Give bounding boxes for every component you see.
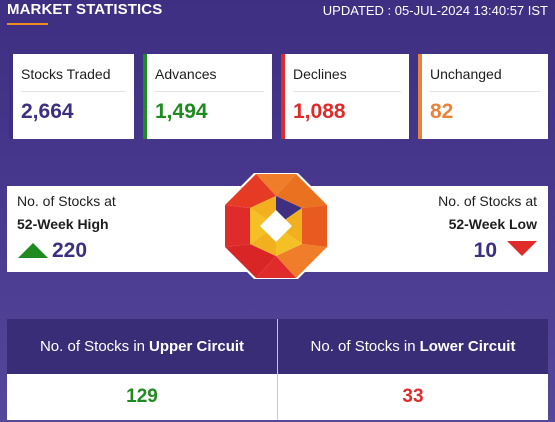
card-value: 82	[430, 100, 454, 123]
card-value: 1,494	[155, 100, 208, 123]
lower-circuit-header[interactable]: No. of Stocks in Lower Circuit	[278, 319, 548, 374]
card-divider	[155, 91, 264, 92]
week52-high-label: No. of Stocks at	[17, 193, 116, 209]
lower-circuit-prefix: No. of Stocks in	[310, 338, 416, 355]
card-divider	[430, 91, 540, 92]
updated-timestamp: UPDATED : 05-JUL-2024 13:40:57 IST	[322, 3, 548, 18]
upper-circuit-title: Upper Circuit	[149, 338, 245, 355]
upper-circuit-prefix: No. of Stocks in	[39, 338, 146, 355]
header: MARKET STATISTICS UPDATED : 05-JUL-2024 …	[0, 0, 555, 30]
triangle-up-icon	[18, 243, 48, 258]
card-unchanged[interactable]: Unchanged 82	[418, 54, 548, 139]
card-value: 2,664	[21, 100, 74, 123]
week52-low-label: No. of Stocks at	[438, 193, 537, 209]
upper-circuit-header[interactable]: No. of Stocks in Upper Circuit	[7, 319, 277, 374]
lower-circuit-value: 33	[278, 374, 548, 420]
card-label: Stocks Traded	[21, 66, 111, 82]
card-declines[interactable]: Declines 1,088	[281, 54, 409, 139]
week52-low-title[interactable]: 52-Week Low	[448, 216, 537, 232]
circuit-divider	[277, 319, 278, 420]
card-divider	[293, 91, 401, 92]
week52-low-value: 10	[473, 239, 497, 262]
week52-high-value: 220	[52, 239, 88, 262]
card-label: Advances	[155, 66, 217, 82]
lower-circuit-title: Lower Circuit	[419, 338, 516, 355]
page-title: MARKET STATISTICS	[7, 1, 163, 18]
octagon-logo-icon	[223, 173, 329, 279]
card-advances[interactable]: Advances 1,494	[143, 54, 272, 139]
card-stocks-traded[interactable]: Stocks Traded 2,664	[9, 54, 134, 139]
title-underline	[7, 23, 48, 25]
triangle-down-icon	[507, 241, 537, 256]
week52-high-title[interactable]: 52-Week High	[17, 216, 109, 232]
card-label: Declines	[293, 66, 347, 82]
circuit-table: No. of Stocks in Upper Circuit No. of St…	[7, 319, 548, 420]
upper-circuit-value: 129	[7, 374, 277, 420]
card-value: 1,088	[293, 100, 346, 123]
card-label: Unchanged	[430, 66, 502, 82]
card-divider	[21, 91, 126, 92]
